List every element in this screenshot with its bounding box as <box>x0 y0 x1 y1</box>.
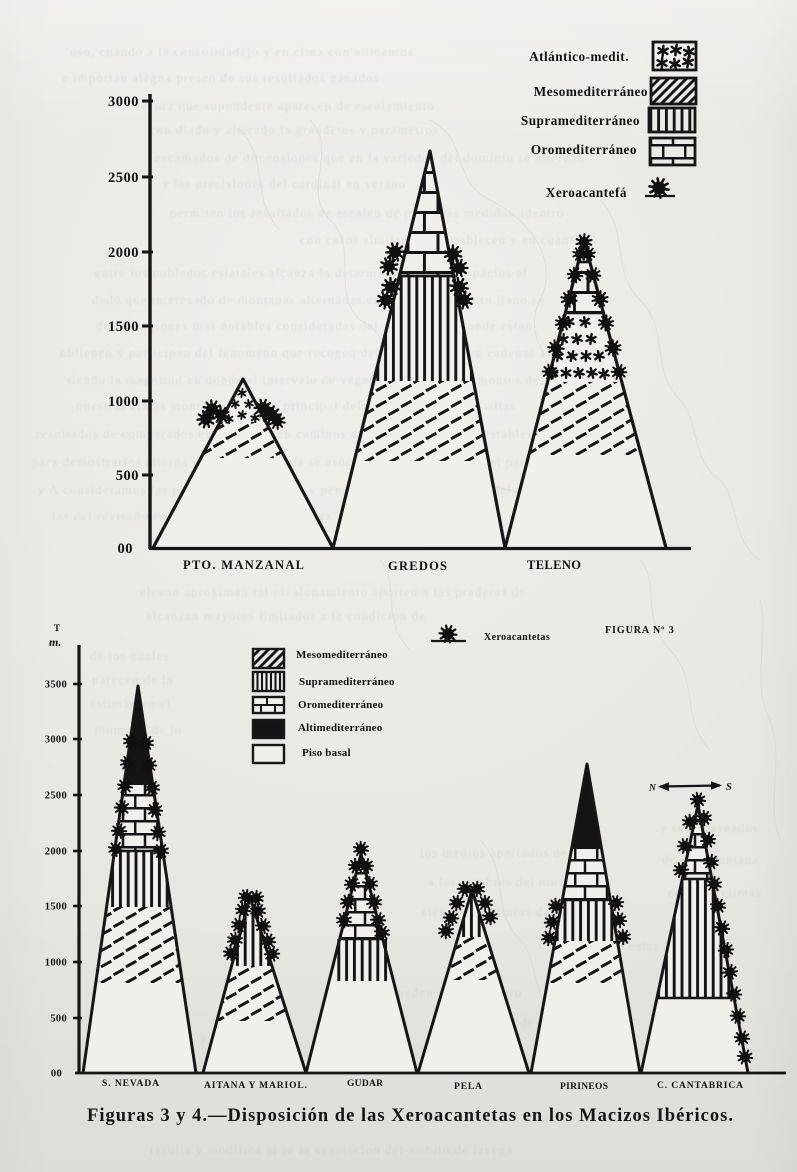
svg-text:m.: m. <box>49 635 61 649</box>
svg-text:2000: 2000 <box>45 847 67 858</box>
svg-text:Xeroacantefá: Xeroacantefá <box>546 185 627 200</box>
svg-text:00: 00 <box>118 541 134 557</box>
svg-text:2000: 2000 <box>108 245 139 261</box>
svg-text:2500: 2500 <box>108 170 139 186</box>
svg-text:T: T <box>54 623 60 633</box>
svg-text:1500: 1500 <box>108 319 139 335</box>
svg-text:S. NEVADA: S. NEVADA <box>102 1079 160 1089</box>
svg-text:N: N <box>648 784 657 794</box>
svg-text:1000: 1000 <box>108 394 139 410</box>
svg-text:00: 00 <box>51 1069 62 1080</box>
svg-text:Supramediterráneo: Supramediterráneo <box>521 113 640 128</box>
svg-text:TELENO: TELENO <box>527 558 583 572</box>
svg-text:FIGURA Nº 3: FIGURA Nº 3 <box>605 625 675 636</box>
svg-text:GREDOS: GREDOS <box>388 559 449 573</box>
svg-text:3000: 3000 <box>108 94 139 110</box>
svg-text:Altimediterráneo: Altimediterráneo <box>298 722 383 734</box>
svg-text:500: 500 <box>50 1014 67 1025</box>
svg-text:Figuras 3 y 4.—Disposición de: Figuras 3 y 4.—Disposición de las Xeroac… <box>87 1106 733 1126</box>
svg-text:S: S <box>726 782 732 793</box>
svg-text:3500: 3500 <box>45 680 67 691</box>
svg-text:1500: 1500 <box>45 902 67 913</box>
svg-text:Oromediterráneo: Oromediterráneo <box>531 142 637 157</box>
svg-text:2500: 2500 <box>45 791 67 802</box>
svg-text:Atlántico-medit.: Atlántico-medit. <box>529 49 629 64</box>
svg-text:Xeroacantetas: Xeroacantetas <box>484 632 550 643</box>
svg-text:AITANA Y MARIOL.: AITANA Y MARIOL. <box>204 1081 308 1091</box>
svg-text:PELA: PELA <box>454 1082 483 1092</box>
svg-text:Piso basal: Piso basal <box>302 747 351 759</box>
svg-text:C. CANTABRICA: C. CANTABRICA <box>657 1081 744 1091</box>
svg-text:Mesomediterráneo: Mesomediterráneo <box>296 649 388 661</box>
svg-text:Oromediterráneo: Oromediterráneo <box>298 699 384 711</box>
svg-text:3000: 3000 <box>45 735 67 746</box>
svg-text:PTO. MANZANAL: PTO. MANZANAL <box>183 558 306 572</box>
svg-text:500: 500 <box>116 468 139 484</box>
svg-text:GUDAR: GUDAR <box>347 1079 384 1089</box>
svg-text:Mesomediterráneo: Mesomediterráneo <box>534 84 648 99</box>
svg-text:Supramediterráneo: Supramediterráneo <box>299 676 395 688</box>
svg-text:1000: 1000 <box>45 958 67 969</box>
svg-text:PIRINEOS: PIRINEOS <box>560 1082 609 1092</box>
